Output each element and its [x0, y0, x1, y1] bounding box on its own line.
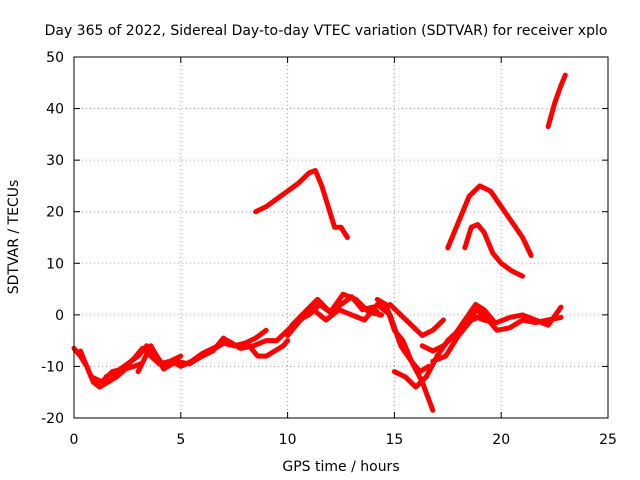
series-arc-10 [374, 296, 432, 375]
grid [74, 57, 608, 418]
series-arc-19 [545, 72, 568, 130]
y-tick-label: 10 [46, 256, 64, 272]
series-arc-6 [246, 338, 291, 359]
y-tick-label: 20 [46, 205, 64, 221]
axis-ticks: 0 5 10 15 20 25 -20 -10 0 10 20 30 40 50 [41, 50, 617, 448]
series-group [71, 72, 568, 413]
x-axis-label: GPS time / hours [282, 459, 399, 475]
x-tick-label: 5 [176, 432, 185, 448]
series-arc-13 [419, 302, 496, 354]
chart-title: Day 365 of 2022, Sidereal Day-to-day VTE… [45, 23, 608, 39]
x-tick-label: 20 [492, 432, 510, 448]
series-arc-12 [387, 302, 446, 338]
series-arc-18 [462, 222, 526, 279]
y-tick-label: 30 [46, 153, 64, 169]
y-tick-label: -10 [41, 359, 64, 375]
series-arc-16 [253, 168, 350, 240]
series-arc-9 [289, 291, 385, 328]
plot-frame [73, 56, 609, 419]
y-axis-label: SDTVAR / TECUs [6, 180, 22, 295]
x-tick-label: 0 [70, 432, 79, 448]
y-tick-label: 40 [46, 102, 64, 118]
x-tick-label: 10 [279, 432, 297, 448]
y-tick-label: 0 [55, 308, 64, 324]
y-tick-label: -20 [41, 411, 64, 427]
x-tick-label: 15 [385, 432, 403, 448]
series-arc-5 [189, 327, 269, 364]
y-tick-label: 50 [46, 50, 64, 66]
series-arc-17 [445, 183, 534, 258]
series-arc-15 [468, 304, 564, 328]
x-tick-label: 25 [599, 432, 617, 448]
